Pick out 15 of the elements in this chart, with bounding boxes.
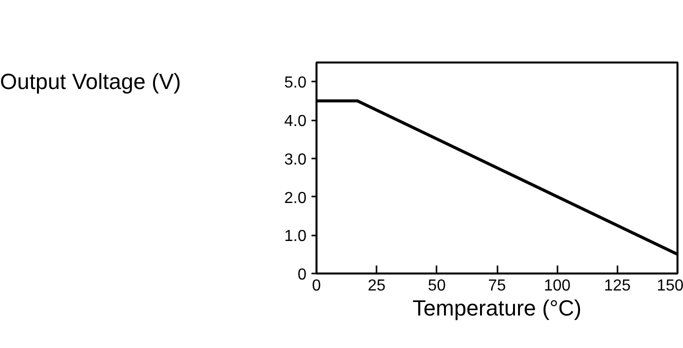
y-tick-label: 2.0 [284,190,307,207]
y-axis-title: Output Voltage (V) [0,68,181,96]
y-tick-label: 5.0 [284,74,307,92]
x-tick-label: 25 [368,278,386,294]
x-tick-label: 0 [312,278,322,294]
x-tick-label: 150 [656,278,683,294]
y-tick-label: 4.0 [284,113,307,130]
y-tick-label: 3.0 [284,151,307,168]
x-tick-label: 75 [488,278,506,294]
x-tick-label: 50 [428,278,446,294]
x-axis-title: Temperature (°C) [412,296,582,320]
x-tick-label: 125 [604,278,631,294]
y-tick-label: 0 [298,266,307,284]
x-tick-label: 100 [544,278,571,294]
y-tick-label: 1.0 [284,228,307,246]
